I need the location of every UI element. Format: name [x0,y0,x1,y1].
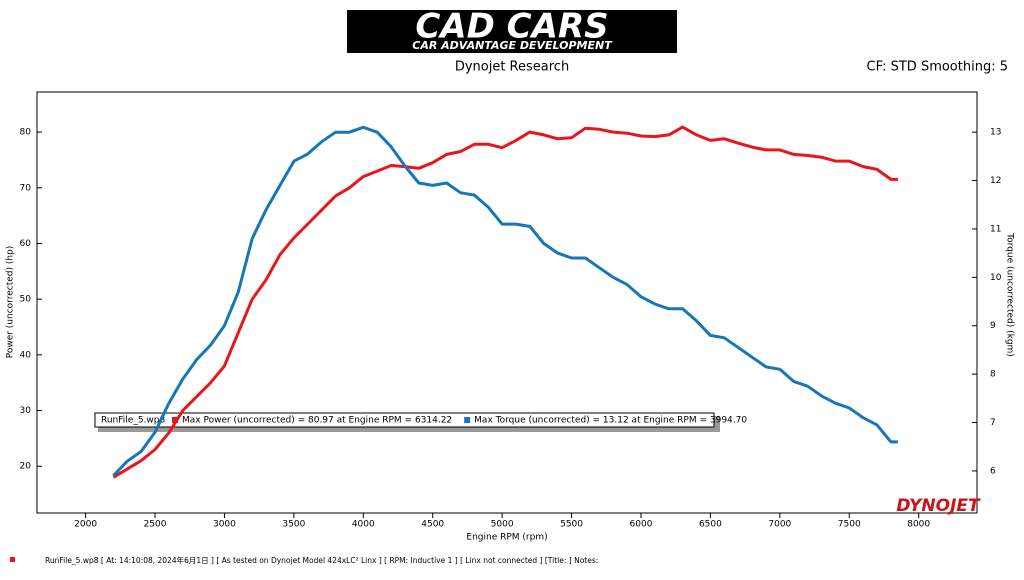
x-tick-label: 4000 [352,520,375,530]
x-tick-label: 3500 [282,520,305,530]
x-tick-label: 4500 [421,520,444,530]
x-tick-label: 7500 [838,520,861,530]
y2-tick-label: 9 [990,321,996,331]
legend: Max Power (uncorrected) = 80.97 at Engin… [172,416,747,426]
x-tick-label: 8000 [907,520,930,530]
y-tick-label: 70 [20,183,32,193]
x-tick-label: 7000 [768,520,791,530]
legend-label: Max Torque (uncorrected) = 13.12 at Engi… [474,416,747,426]
plot-frame [36,91,978,514]
legend-swatch [464,417,471,423]
footer: RunFile_5.wp8 [ At: 14:10:08, 2024年6月1日 … [45,555,598,565]
x-tick-label: 5000 [491,520,514,530]
legend-box [94,412,715,428]
x-axis-label: Engine RPM (rpm) [466,533,547,543]
series-line [112,125,898,479]
watermark: DYNOJET [896,496,981,516]
footer-marker [10,557,15,562]
y-tick-label: 50 [20,295,32,305]
y2-axis-label: Torque (uncorrected) (kgm) [1005,232,1015,357]
legend-label: Max Power (uncorrected) = 80.97 at Engin… [182,416,452,426]
y-tick-label: 20 [20,462,32,472]
x-tick-label: 2000 [74,520,97,530]
legend-title: RunFile_5.wp8 [101,416,165,426]
y2-tick-label: 6 [990,466,996,476]
x-tick-label: 6000 [630,520,653,530]
logo-box [347,10,677,53]
y-tick-label: 30 [20,406,32,416]
y2-tick-label: 12 [990,176,1001,186]
x-tick-label: 5500 [560,520,583,530]
y2-tick-label: 8 [990,370,996,380]
y-axis-label: Power (uncorrected) (hp) [6,246,16,359]
x-tick-label: 6500 [699,520,722,530]
settings: CF: STD Smoothing: 5 [867,60,1008,75]
y2-tick-label: 7 [990,418,996,428]
y-tick-label: 40 [20,350,32,360]
y-tick-label: 60 [20,239,32,249]
y-tick-label: 80 [20,128,32,138]
y2-tick-label: 13 [990,128,1001,138]
y2-tick-label: 11 [990,224,1001,234]
logo: CAD CARS [415,7,608,47]
logo-sub: CAR ADVANTAGE DEVELOPMENT [412,39,613,52]
subtitle: Dynojet Research [455,60,569,75]
series-line [112,125,898,477]
y2-tick-label: 10 [990,273,1002,283]
legend-swatch [172,417,178,423]
x-tick-label: 2500 [144,520,167,530]
x-tick-label: 3000 [213,520,236,530]
